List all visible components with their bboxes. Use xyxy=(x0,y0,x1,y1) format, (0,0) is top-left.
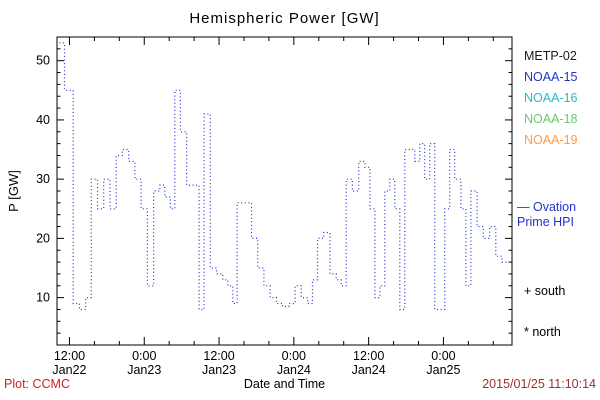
legend-item-noaa-16: NOAA-16 xyxy=(524,91,578,105)
svg-text:12:00: 12:00 xyxy=(54,349,85,363)
satellite-legend: METP-02 NOAA-15 NOAA-16 NOAA-18 NOAA-19 xyxy=(524,46,578,151)
ovation-label-line1: — Ovation xyxy=(517,200,577,214)
chart-title: Hemispheric Power [GW] xyxy=(189,10,380,27)
ovation-prime-label: — Ovation Prime HPI xyxy=(517,200,576,230)
svg-text:Jan22: Jan22 xyxy=(52,363,86,377)
generation-timestamp: 2015/01/25 11:10:14 xyxy=(482,377,596,391)
svg-text:10: 10 xyxy=(36,291,50,305)
legend-item-noaa-18: NOAA-18 xyxy=(524,112,578,126)
plot-credit: Plot: CCMC xyxy=(4,377,70,391)
legend-item-noaa-15: NOAA-15 xyxy=(524,70,578,84)
svg-text:30: 30 xyxy=(36,172,50,186)
svg-text:0:00: 0:00 xyxy=(282,349,306,363)
svg-text:20: 20 xyxy=(36,231,50,245)
svg-text:Jan25: Jan25 xyxy=(426,363,460,377)
svg-text:Jan23: Jan23 xyxy=(202,363,236,377)
svg-text:12:00: 12:00 xyxy=(203,349,234,363)
svg-text:0:00: 0:00 xyxy=(431,349,455,363)
north-marker-note: * north xyxy=(524,325,561,339)
svg-text:Jan23: Jan23 xyxy=(127,363,161,377)
south-marker-note: + south xyxy=(524,284,566,298)
legend-item-metp-02: METP-02 xyxy=(524,49,577,63)
legend-item-noaa-19: NOAA-19 xyxy=(524,133,578,147)
ovation-label-line2: Prime HPI xyxy=(517,215,574,229)
svg-text:50: 50 xyxy=(36,54,50,68)
x-axis-label: Date and Time xyxy=(243,377,326,391)
svg-text:40: 40 xyxy=(36,113,50,127)
svg-text:Jan24: Jan24 xyxy=(277,363,311,377)
svg-text:0:00: 0:00 xyxy=(132,349,156,363)
svg-text:12:00: 12:00 xyxy=(353,349,384,363)
svg-text:Jan24: Jan24 xyxy=(352,363,386,377)
